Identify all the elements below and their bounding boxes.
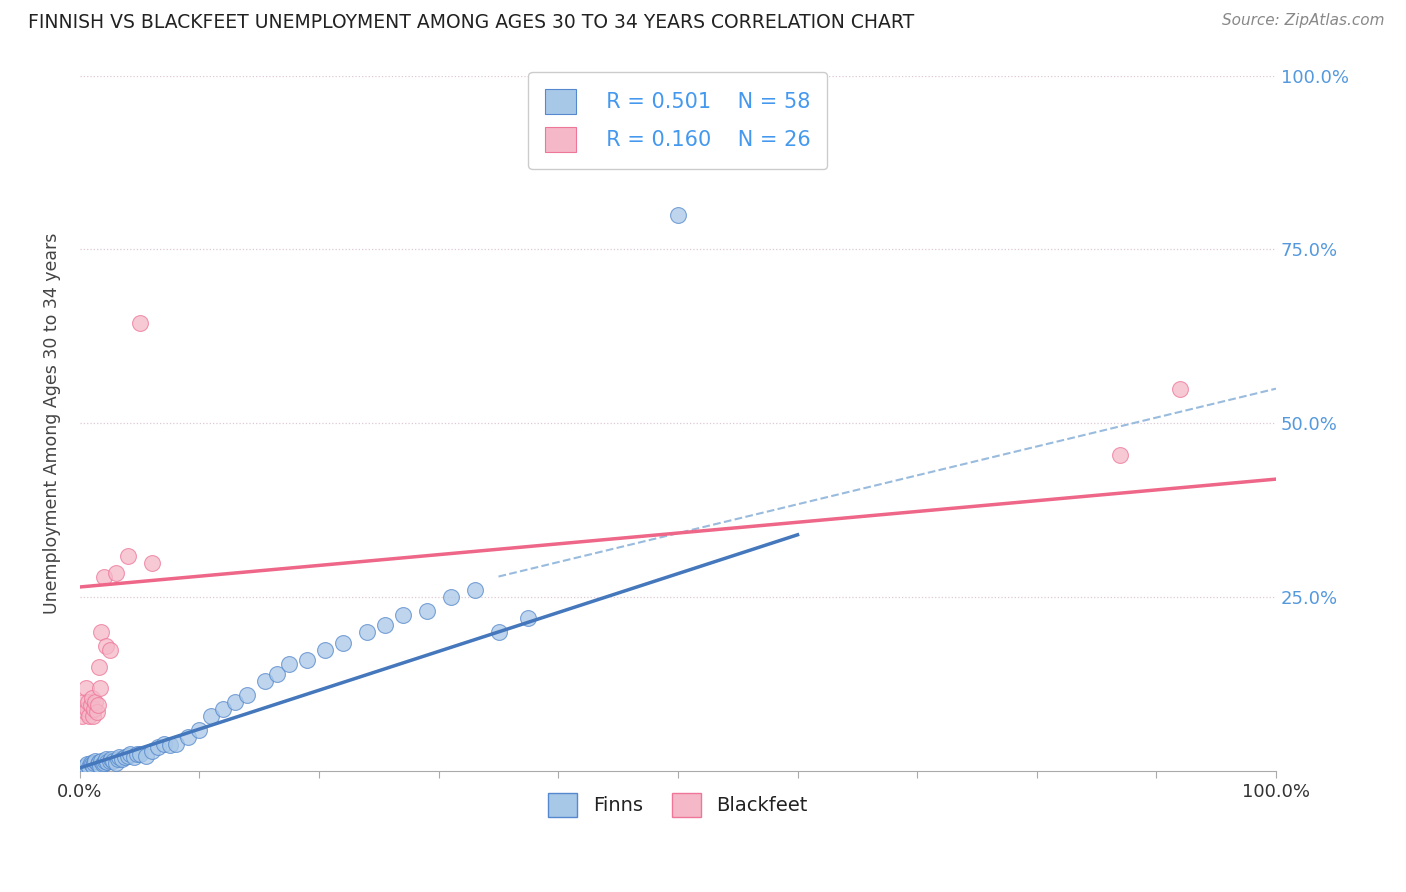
Point	[76, 702, 98, 716]
Point	[76, 757, 98, 772]
Point	[91, 757, 114, 772]
Text: FINNISH VS BLACKFEET UNEMPLOYMENT AMONG AGES 30 TO 34 YEARS CORRELATION CHART: FINNISH VS BLACKFEET UNEMPLOYMENT AMONG …	[28, 13, 914, 32]
Point	[80, 691, 103, 706]
Point	[122, 750, 145, 764]
Point	[224, 695, 246, 709]
Point	[93, 756, 115, 770]
Point	[107, 752, 129, 766]
Point	[72, 695, 94, 709]
Point	[314, 642, 336, 657]
Point	[77, 695, 100, 709]
Point	[117, 549, 139, 563]
Point	[128, 316, 150, 330]
Point	[96, 639, 118, 653]
Point	[82, 708, 104, 723]
Point	[236, 688, 259, 702]
Text: Source: ZipAtlas.com: Source: ZipAtlas.com	[1222, 13, 1385, 29]
Point	[98, 642, 121, 657]
Point	[464, 583, 486, 598]
Point	[100, 752, 122, 766]
Point	[89, 759, 111, 773]
Point	[90, 754, 112, 768]
Point	[84, 754, 107, 768]
Point	[127, 747, 149, 761]
Point	[83, 702, 105, 716]
Point	[141, 556, 163, 570]
Point	[87, 698, 110, 713]
Point	[79, 708, 101, 723]
Point	[75, 705, 97, 719]
Point	[1168, 382, 1191, 396]
Point	[141, 743, 163, 757]
Point	[87, 756, 110, 770]
Point	[1109, 448, 1132, 462]
Point	[278, 657, 301, 671]
Point	[98, 754, 121, 768]
Point	[332, 635, 354, 649]
Point	[104, 566, 127, 580]
Point	[84, 695, 107, 709]
Y-axis label: Unemployment Among Ages 30 to 34 years: Unemployment Among Ages 30 to 34 years	[44, 233, 60, 614]
Point	[416, 604, 439, 618]
Point	[200, 708, 222, 723]
Point	[80, 757, 103, 772]
Point	[266, 667, 288, 681]
Point	[86, 705, 108, 719]
Point	[104, 756, 127, 770]
Legend: Finns, Blackfeet: Finns, Blackfeet	[540, 785, 815, 824]
Point	[295, 653, 318, 667]
Point	[120, 747, 142, 761]
Point	[75, 681, 97, 695]
Point	[96, 756, 118, 770]
Point	[114, 750, 136, 764]
Point	[128, 747, 150, 761]
Point	[146, 739, 169, 754]
Point	[83, 756, 105, 770]
Point	[391, 607, 413, 622]
Point	[188, 723, 211, 737]
Point	[135, 749, 157, 764]
Point	[87, 757, 110, 772]
Point	[94, 754, 117, 768]
Point	[212, 702, 235, 716]
Point	[666, 208, 689, 222]
Point	[356, 625, 378, 640]
Point	[90, 625, 112, 640]
Point	[82, 759, 104, 773]
Point	[96, 752, 118, 766]
Point	[72, 761, 94, 775]
Point	[440, 591, 463, 605]
Point	[176, 730, 198, 744]
Point	[87, 660, 110, 674]
Point	[488, 625, 510, 640]
Point	[89, 681, 111, 695]
Point	[517, 611, 540, 625]
Point	[117, 749, 139, 764]
Point	[75, 759, 97, 773]
Point	[152, 737, 174, 751]
Point	[103, 754, 125, 768]
Point	[374, 618, 396, 632]
Point	[159, 738, 181, 752]
Point	[108, 750, 131, 764]
Point	[79, 759, 101, 773]
Point	[72, 708, 94, 723]
Point	[254, 673, 277, 688]
Point	[93, 569, 115, 583]
Point	[111, 752, 134, 766]
Point	[79, 698, 101, 713]
Point	[79, 756, 101, 770]
Point	[165, 737, 187, 751]
